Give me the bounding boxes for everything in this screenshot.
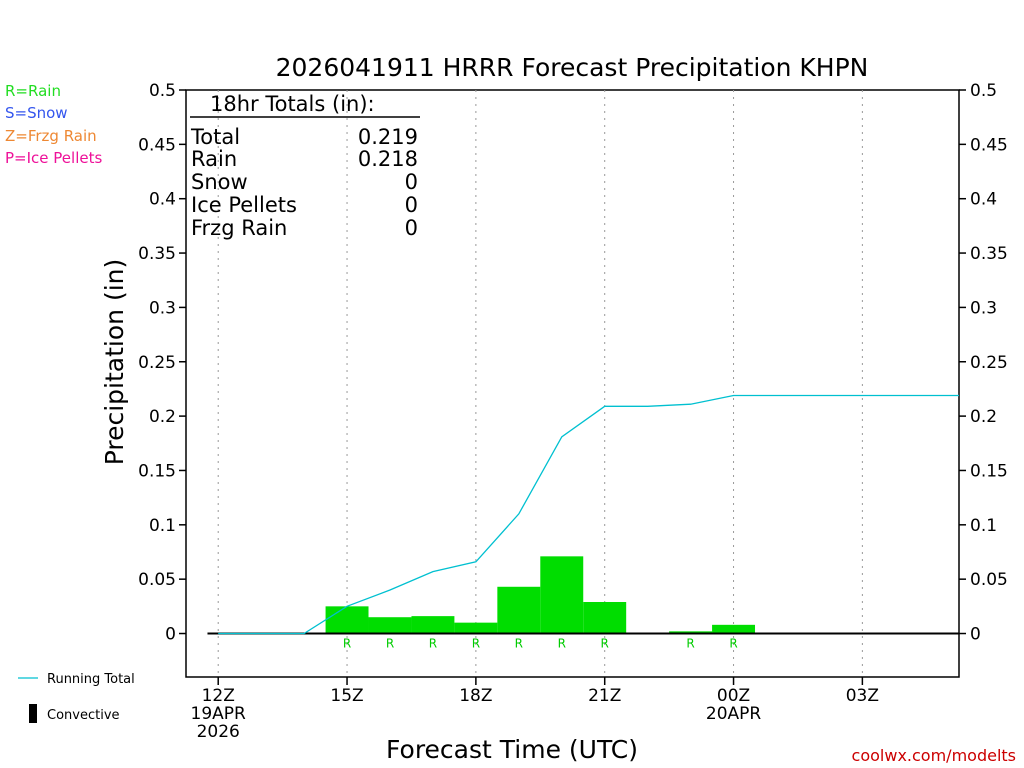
x-tick-label: 18Z [459, 686, 492, 706]
x-axis-label: Forecast Time (UTC) [386, 735, 638, 764]
y-tick-label-right: 0.05 [970, 570, 1008, 590]
y-tick-label-left: 0 [165, 625, 176, 645]
convective-legend-label: Convective [47, 708, 120, 723]
precip-bar [669, 631, 713, 634]
rain-marker: R [386, 637, 394, 651]
rain-marker: R [472, 637, 480, 651]
y-tick-label-left: 0.45 [138, 135, 176, 155]
x-tick-label: 19APR [191, 704, 247, 724]
y-tick-label-left: 0.3 [149, 298, 176, 318]
rain-marker: R [429, 637, 437, 651]
totals-value-total: 0.219 [358, 125, 418, 149]
totals-value-snow: 0 [405, 170, 418, 194]
rain-marker: R [686, 637, 694, 651]
precip-bar [454, 622, 498, 634]
y-tick-label-right: 0.2 [970, 407, 997, 427]
x-tick-label: 00Z [717, 686, 750, 706]
totals-label-frzg-rain: Frzg Rain [191, 216, 287, 240]
rain-marker: R [601, 637, 609, 651]
y-tick-label-right: 0 [970, 625, 981, 645]
x-tick-label: 12Z [202, 686, 235, 706]
totals-label-rain: Rain [191, 147, 237, 171]
running-total-line [218, 394, 959, 635]
legend-snow: S=Snow [5, 104, 68, 122]
y-tick-label-right: 0.1 [970, 516, 997, 536]
rain-marker: R [515, 637, 523, 651]
precip-bar [368, 617, 412, 634]
precip-bar [497, 586, 541, 634]
rain-marker: R [558, 637, 566, 651]
y-tick-label-left: 0.2 [149, 407, 176, 427]
y-tick-label-left: 0.05 [138, 570, 176, 590]
running-total-legend-label: Running Total [47, 672, 135, 687]
y-tick-label-right: 0.3 [970, 298, 997, 318]
y-tick-label-left: 0.15 [138, 461, 176, 481]
legend-frzg-rain: Z=Frzg Rain [5, 127, 97, 145]
y-tick-label-right: 0.35 [970, 244, 1008, 264]
x-tick-label: 2026 [197, 722, 240, 742]
totals-value-rain: 0.218 [358, 147, 418, 171]
precip-bar [325, 606, 369, 634]
precip-bar [583, 601, 627, 634]
convective-legend-swatch [29, 704, 37, 723]
y-tick-label-left: 0.1 [149, 516, 176, 536]
y-tick-label-right: 0.4 [970, 190, 997, 210]
chart-title: 2026041911 HRRR Forecast Precipitation K… [276, 53, 869, 82]
totals-box: 18hr Totals (in): Total 0.219 Rain 0.218… [190, 92, 420, 240]
y-tick-label-left: 0.35 [138, 244, 176, 264]
totals-label-total: Total [190, 125, 240, 149]
y-axis-label: Precipitation (in) [100, 259, 129, 466]
y-tick-label-right: 0.45 [970, 135, 1008, 155]
totals-label-snow: Snow [191, 170, 248, 194]
precip-bar [712, 624, 756, 634]
x-tick-label: 15Z [330, 686, 363, 706]
legend-ice-pellets: P=Ice Pellets [5, 149, 103, 167]
rain-marker: R [729, 637, 737, 651]
y-tick-label-right: 0.5 [970, 81, 997, 101]
plot-frame [185, 89, 960, 678]
precip-bar [411, 616, 455, 634]
x-tick-label: 20APR [706, 704, 762, 724]
legend-rain: R=Rain [5, 82, 61, 100]
y-tick-label-left: 0.4 [149, 190, 176, 210]
precip-bar [540, 556, 584, 634]
totals-value-ice-pellets: 0 [405, 193, 418, 217]
x-tick-label: 21Z [588, 686, 621, 706]
totals-label-ice-pellets: Ice Pellets [191, 193, 297, 217]
y-tick-label-right: 0.15 [970, 461, 1008, 481]
x-tick-label: 03Z [846, 686, 879, 706]
totals-value-frzg-rain: 0 [405, 216, 418, 240]
y-tick-label-left: 0.5 [149, 81, 176, 101]
y-tick-label-right: 0.25 [970, 353, 1008, 373]
y-tick-label-left: 0.25 [138, 353, 176, 373]
totals-heading: 18hr Totals (in): [210, 92, 375, 116]
rain-marker: R [343, 637, 351, 651]
credit-text: coolwx.com/modelts [852, 746, 1016, 765]
